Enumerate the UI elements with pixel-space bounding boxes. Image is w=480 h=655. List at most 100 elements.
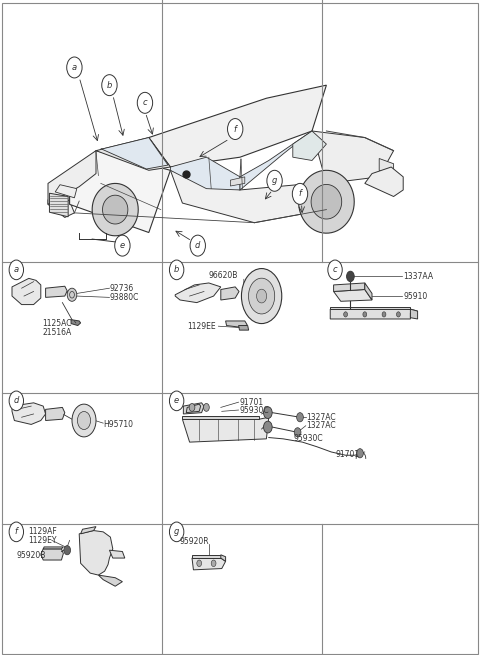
Circle shape [328,260,342,280]
Circle shape [294,428,301,437]
Circle shape [102,75,117,96]
Polygon shape [96,138,170,170]
Circle shape [72,404,96,437]
Circle shape [292,183,308,204]
Text: 1125AC: 1125AC [42,319,72,328]
Polygon shape [149,85,326,167]
Text: 95920R: 95920R [180,537,209,546]
Circle shape [115,235,130,256]
Circle shape [241,269,282,324]
Circle shape [347,271,354,282]
Text: g: g [174,527,180,536]
Text: c: c [143,98,147,107]
Circle shape [344,312,348,317]
Circle shape [211,560,216,567]
Polygon shape [12,403,46,424]
Polygon shape [299,170,354,233]
Polygon shape [41,549,63,560]
Polygon shape [109,550,125,558]
Polygon shape [81,527,96,534]
Circle shape [9,391,24,411]
Polygon shape [365,283,372,300]
Text: 1129EY: 1129EY [28,536,56,545]
Circle shape [169,522,184,542]
Circle shape [382,312,386,317]
Polygon shape [226,321,247,328]
Text: e: e [120,241,125,250]
Text: 91701: 91701 [336,450,360,459]
Polygon shape [98,575,122,586]
Polygon shape [192,558,226,570]
Polygon shape [71,320,81,326]
Polygon shape [410,309,418,319]
Polygon shape [192,555,221,558]
Circle shape [249,278,275,314]
Polygon shape [175,283,221,303]
Text: 1129AF: 1129AF [28,527,57,536]
Polygon shape [330,309,418,319]
Text: 95920B: 95920B [17,551,46,560]
Text: f: f [234,124,237,134]
Circle shape [396,312,400,317]
Text: 93880C: 93880C [109,293,139,302]
Polygon shape [12,278,41,305]
Polygon shape [55,185,77,198]
Circle shape [228,119,243,140]
Polygon shape [182,417,269,442]
Polygon shape [293,131,326,160]
Circle shape [169,391,184,411]
Polygon shape [183,403,204,414]
Circle shape [256,289,267,303]
Text: b: b [107,81,112,90]
Polygon shape [365,167,403,196]
Text: 96620B: 96620B [208,271,238,280]
Text: f: f [299,189,301,198]
Circle shape [9,522,24,542]
Polygon shape [92,183,138,236]
Text: 1129EE: 1129EE [187,322,216,331]
Text: 1337AA: 1337AA [403,272,433,281]
Polygon shape [334,283,365,291]
Polygon shape [48,151,96,204]
Circle shape [169,260,184,280]
Circle shape [267,170,282,191]
Polygon shape [46,286,67,297]
Polygon shape [43,547,63,549]
Text: H95710: H95710 [104,420,133,429]
Text: g: g [272,176,277,185]
Polygon shape [221,555,226,561]
Text: d: d [13,396,19,405]
Circle shape [190,235,205,256]
Circle shape [77,411,91,430]
Text: c: c [333,265,337,274]
Text: d: d [195,241,201,250]
Polygon shape [330,307,410,309]
Circle shape [67,57,82,78]
Text: 95930C: 95930C [239,405,269,415]
Polygon shape [103,195,128,224]
Polygon shape [79,531,113,575]
Polygon shape [221,287,239,300]
Polygon shape [311,185,342,219]
Polygon shape [379,159,394,177]
Polygon shape [240,131,312,190]
Text: 1327AC: 1327AC [306,421,336,430]
Polygon shape [230,177,245,186]
Text: b: b [174,265,180,274]
Polygon shape [49,193,68,217]
Text: 95910: 95910 [403,291,428,301]
Polygon shape [239,326,249,330]
Polygon shape [101,138,168,169]
Circle shape [297,413,303,422]
Text: 92736: 92736 [109,284,134,293]
Polygon shape [170,157,240,190]
Polygon shape [48,196,74,217]
Circle shape [204,403,209,411]
Text: 91701: 91701 [239,398,263,407]
Polygon shape [46,407,65,421]
Text: 95930C: 95930C [294,434,324,443]
Text: f: f [15,527,18,536]
Polygon shape [182,416,259,419]
Circle shape [264,421,272,433]
Circle shape [64,546,71,555]
